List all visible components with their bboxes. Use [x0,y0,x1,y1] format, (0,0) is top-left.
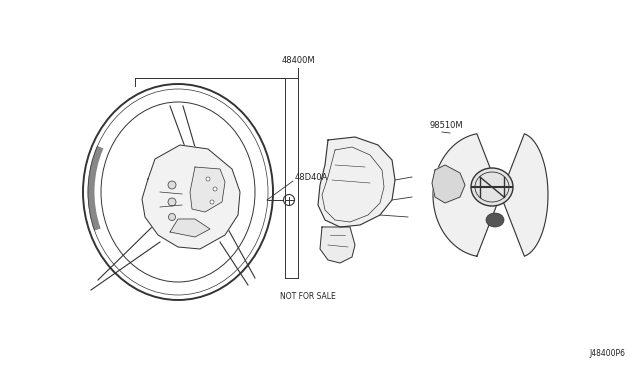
Circle shape [168,181,176,189]
Ellipse shape [486,213,504,227]
Ellipse shape [471,168,513,206]
Text: 98510M: 98510M [430,121,463,130]
Polygon shape [142,145,240,249]
Circle shape [284,195,294,205]
Text: 48400M: 48400M [281,56,315,65]
Circle shape [206,177,210,181]
Circle shape [210,200,214,204]
Polygon shape [320,227,355,263]
Circle shape [168,198,176,206]
Polygon shape [433,134,548,256]
Circle shape [213,187,217,191]
Polygon shape [432,165,465,203]
Polygon shape [318,137,395,227]
Polygon shape [190,167,225,212]
Polygon shape [170,219,210,237]
Text: NOT FOR SALE: NOT FOR SALE [280,292,336,301]
Text: 48D40A: 48D40A [295,173,328,183]
Circle shape [168,214,175,221]
Text: J48400P6: J48400P6 [589,349,625,358]
